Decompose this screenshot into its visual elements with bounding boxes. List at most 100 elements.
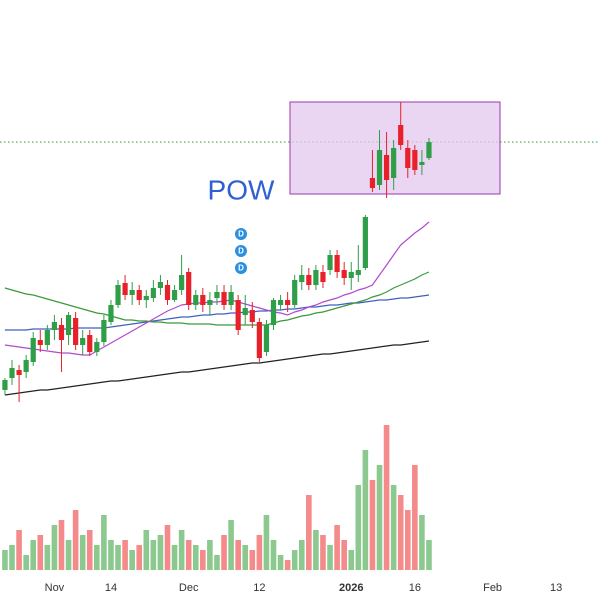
candle-layer	[2, 102, 432, 402]
candle-body	[270, 300, 277, 325]
candle-body	[2, 380, 8, 390]
volume-bar	[306, 495, 312, 570]
candle-body	[320, 272, 326, 282]
candle-body	[80, 338, 86, 345]
candle-body	[256, 322, 262, 358]
volume-bar	[108, 540, 114, 570]
candle-body	[235, 300, 241, 330]
volume-bar	[164, 525, 171, 570]
volume-bar	[171, 545, 178, 570]
volume-bar	[200, 550, 206, 570]
x-tick-label: 13	[550, 582, 562, 594]
candle-body	[207, 300, 213, 305]
volume-bar	[369, 480, 376, 570]
volume-bar	[101, 515, 107, 570]
candle-body	[277, 300, 284, 305]
volume-bar	[383, 425, 390, 570]
volume-bar	[58, 520, 65, 570]
volume-bar	[426, 540, 432, 570]
volume-bar	[270, 540, 277, 570]
candle-body	[157, 282, 164, 288]
volume-bar	[221, 535, 227, 570]
candle-body	[122, 283, 128, 295]
candle-body	[9, 368, 15, 378]
annotation-text: POW	[208, 174, 275, 205]
candle-body	[391, 148, 397, 178]
candle-body	[355, 270, 361, 275]
candle-body	[327, 255, 333, 270]
volume-bar	[341, 540, 347, 570]
moving-average-line	[4, 271, 430, 326]
volume-bar	[376, 465, 383, 570]
volume-bar	[143, 530, 150, 570]
candle-body	[376, 150, 383, 185]
volume-bar	[23, 555, 29, 570]
candle-body	[101, 320, 107, 342]
candle-body	[51, 322, 58, 330]
candle-body	[164, 285, 171, 300]
volume-bar	[185, 540, 192, 570]
moving-average-line	[4, 340, 430, 396]
volume-bar	[235, 540, 241, 570]
candle-body	[108, 305, 114, 322]
volume-bar	[263, 515, 270, 570]
candle-body	[200, 295, 206, 305]
volume-bar	[277, 555, 284, 570]
candle-body	[249, 310, 255, 322]
x-axis: Nov 14 Dec 12 2026 16 Feb 13	[45, 582, 563, 594]
candle-body	[129, 290, 135, 295]
candle-body	[292, 280, 298, 305]
candle-body	[285, 300, 291, 305]
volume-bar	[214, 555, 220, 570]
candle-body	[186, 272, 192, 305]
dividend-marker-label: D	[238, 230, 244, 239]
volume-bar	[72, 510, 79, 570]
candle-body	[299, 275, 305, 282]
candle-body	[143, 296, 149, 300]
x-tick-label: 16	[409, 582, 421, 594]
volume-bar	[284, 560, 291, 570]
dividend-marker	[235, 228, 247, 240]
candle-body	[221, 292, 227, 305]
volume-bar	[178, 530, 185, 570]
dividend-marker-label: D	[238, 247, 244, 256]
candle-body	[73, 318, 79, 345]
volume-bar	[136, 545, 143, 570]
candle-body	[65, 315, 72, 335]
x-tick-label: 2026	[339, 582, 363, 594]
volume-bar	[419, 515, 425, 570]
candle-body	[136, 290, 142, 300]
volume-bar	[207, 540, 213, 570]
candle-body	[383, 155, 390, 180]
candle-body	[362, 217, 368, 268]
volume-bar	[298, 540, 305, 570]
volume-bar	[249, 550, 256, 570]
candle-body	[87, 335, 93, 352]
volume-bar	[313, 530, 319, 570]
candle-body	[94, 342, 100, 352]
candle-body	[334, 255, 340, 272]
volume-bar	[334, 525, 340, 570]
x-tick-label: 14	[105, 582, 117, 594]
candle-body	[179, 275, 185, 290]
candle-body	[16, 370, 22, 375]
candle-body	[37, 340, 43, 345]
candle-body	[412, 150, 418, 170]
volume-bar	[397, 495, 404, 570]
candle-body	[242, 308, 248, 315]
volume-bar	[228, 520, 234, 570]
dividend-marker	[235, 245, 247, 257]
volume-bar	[157, 535, 164, 570]
volume-bar	[30, 540, 37, 570]
volume-bar	[348, 550, 355, 570]
volume-bar	[192, 545, 199, 570]
candle-body	[313, 270, 319, 285]
volume-layer	[2, 425, 432, 570]
volume-bar	[412, 465, 418, 570]
volume-bar	[150, 540, 157, 570]
candle-body	[348, 272, 354, 278]
volume-bar	[79, 535, 86, 570]
volume-bar	[327, 545, 333, 570]
volume-bar	[256, 535, 263, 570]
